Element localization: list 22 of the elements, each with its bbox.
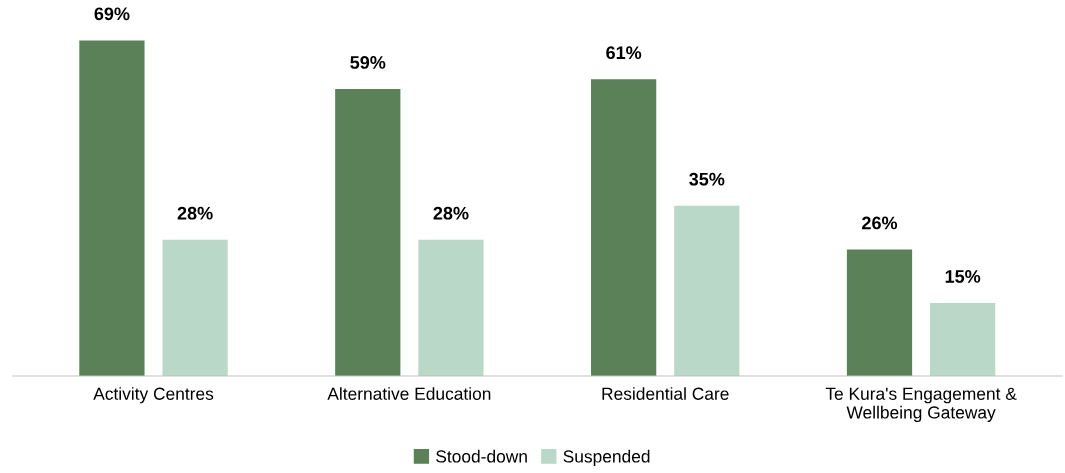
bar [591,79,657,377]
bar [335,89,401,377]
bar [846,249,913,377]
legend-label: Stood-down [436,449,527,463]
bar [930,303,996,377]
x-tick-label: Residential Care [602,387,729,400]
data-label: 15% [945,270,981,283]
x-tick-label: Te Kura's Engagement & Wellbeing Gateway [825,387,1017,423]
data-label: 61% [606,46,642,60]
data-label: 28% [177,206,213,220]
bar [162,239,228,377]
x-tick-label: Activity Centres [93,387,214,404]
bar [418,239,484,377]
bar [674,205,740,377]
data-label: 59% [350,56,386,69]
data-label: 26% [862,216,898,230]
legend-label: Suspended [563,449,650,467]
data-label: 35% [689,172,725,186]
data-label: 69% [94,7,130,21]
x-tick-label: Alternative Education [327,387,491,400]
data-label: 28% [433,206,469,220]
bar [79,40,145,377]
